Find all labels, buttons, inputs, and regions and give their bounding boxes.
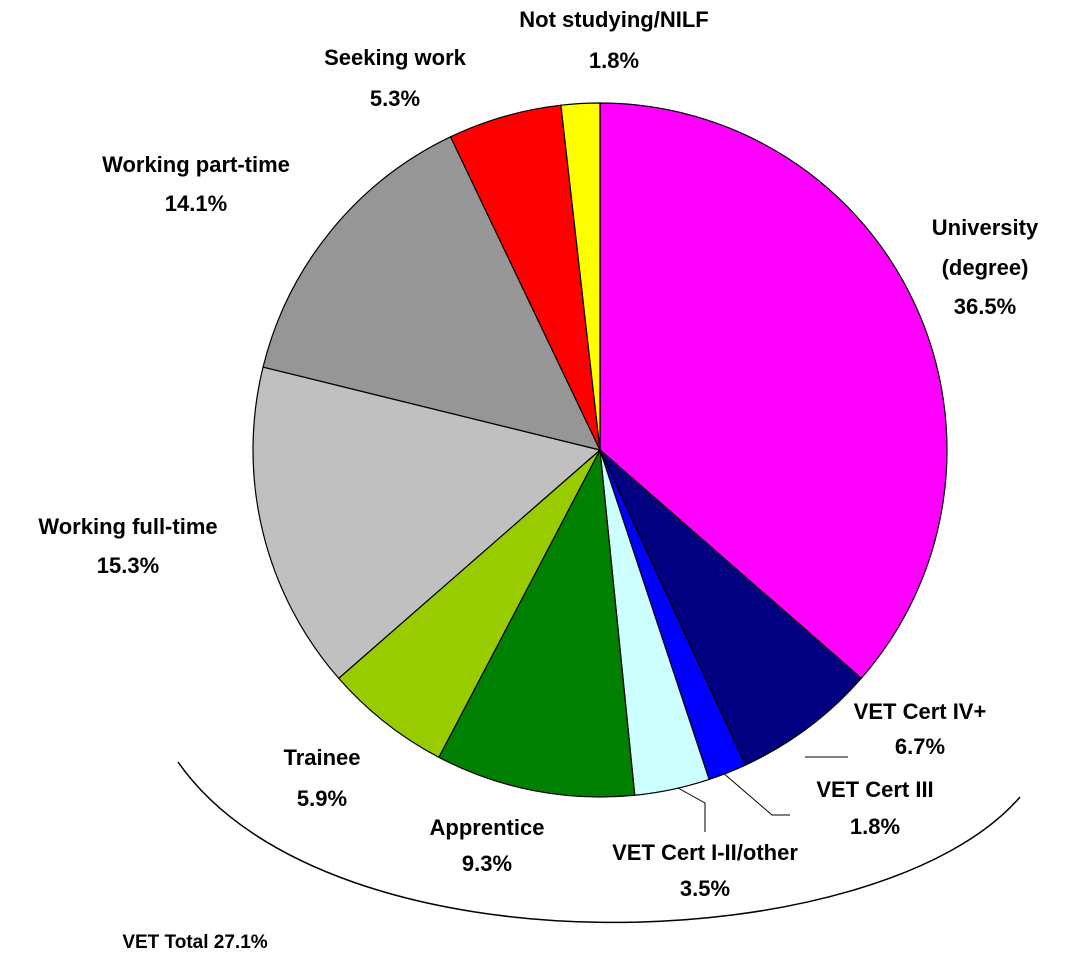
slice-label-box: University (degree) — [931, 215, 1039, 280]
slice-label-box: Apprentice — [429, 815, 545, 840]
slice-label-box: Working full-time — [38, 514, 218, 539]
annotation: VET Total 27.1% — [122, 932, 267, 953]
value-label: 14.1% — [165, 191, 227, 216]
slice-label: Apprentice — [429, 815, 545, 840]
slice-label-box: Not studying/NILF — [519, 7, 709, 32]
slice-label: Trainee — [283, 745, 361, 770]
value-label: 1.8% — [850, 814, 900, 839]
slice-label-box: Seeking work — [324, 45, 466, 70]
leader-line — [721, 771, 790, 816]
pie-slice — [560, 102, 601, 451]
slice-label: VET Cert IV+ — [853, 699, 987, 724]
slice-label: University (degree) — [931, 215, 1039, 280]
slices — [252, 102, 948, 798]
value-label: 36.5% — [954, 294, 1016, 319]
pie-slice — [438, 447, 636, 798]
slice-label: VET Cert III — [816, 777, 934, 802]
pie-slice — [252, 366, 602, 680]
value-label: 6.7% — [895, 734, 945, 759]
value-label: 3.5% — [680, 876, 730, 901]
slice-label: Seeking work — [324, 45, 466, 70]
slice-label: VET Cert I-II/other — [612, 840, 798, 865]
value-label: 5.9% — [297, 786, 347, 811]
slice-label-box: Trainee — [283, 745, 361, 770]
slice-label-box: VET Cert III — [816, 777, 934, 802]
slice-label: Not studying/NILF — [519, 7, 709, 32]
pie-slice — [599, 449, 863, 766]
value-label: 9.3% — [462, 851, 512, 876]
slice-label: Working full-time — [38, 514, 218, 539]
value-label: 5.3% — [370, 86, 420, 111]
vet-total-bracket — [177, 761, 1021, 924]
pie-slice — [599, 102, 948, 680]
pie-slice — [337, 449, 601, 759]
slice-label-box: VET Cert IV+ — [853, 699, 987, 724]
value-label: 1.8% — [589, 48, 639, 73]
slice-label-box: Working part-time — [102, 152, 290, 177]
slice-label: Working part-time — [102, 152, 290, 177]
value-label: 15.3% — [97, 553, 159, 578]
pie-slice — [262, 136, 602, 451]
leader-line — [677, 787, 706, 832]
slice-label-box: VET Cert I-II/other — [612, 840, 798, 865]
